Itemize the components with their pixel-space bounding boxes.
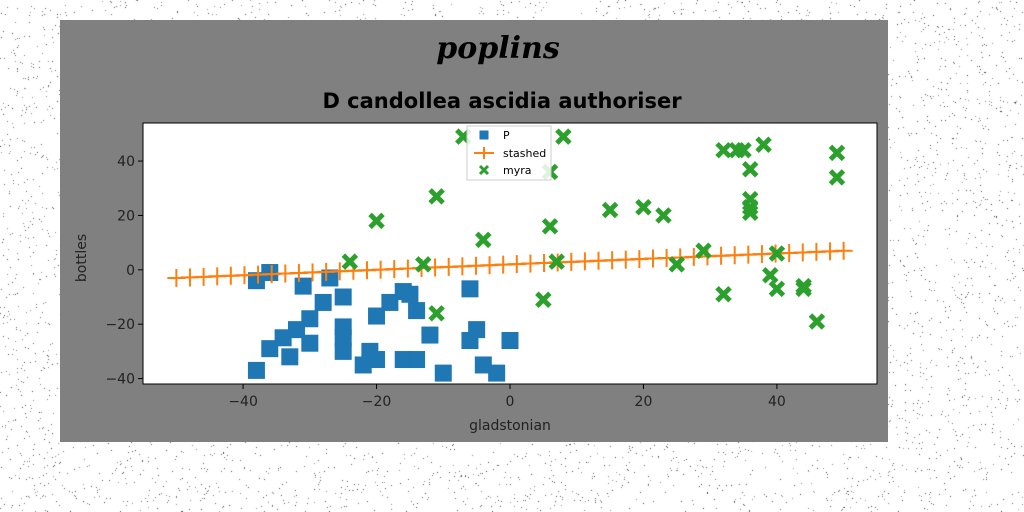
data-point-P bbox=[468, 321, 486, 339]
data-point-P bbox=[334, 342, 352, 360]
legend-symbol-P bbox=[479, 130, 489, 140]
data-point-myra bbox=[548, 253, 565, 270]
legend-marker-myra bbox=[478, 164, 490, 176]
data-point-myra bbox=[475, 231, 492, 249]
data-point-P bbox=[408, 302, 426, 320]
data-point-P bbox=[421, 326, 439, 344]
data-point-P bbox=[408, 351, 426, 369]
y-tick-label: 0 bbox=[126, 263, 135, 279]
x-tick-label: 20 bbox=[635, 394, 653, 410]
data-point-myra bbox=[655, 207, 672, 224]
data-point-P bbox=[314, 293, 332, 311]
legend-symbol-myra bbox=[478, 164, 490, 176]
chart-title: D candollea ascidia authoriser bbox=[322, 89, 682, 113]
data-point-P bbox=[501, 332, 519, 349]
data-point-myra bbox=[755, 136, 772, 153]
legend-label-myra: myra bbox=[503, 164, 532, 177]
data-point-P bbox=[261, 264, 279, 282]
data-point-P bbox=[287, 321, 305, 339]
data-point-P bbox=[247, 272, 265, 290]
data-point-myra bbox=[762, 267, 779, 284]
data-point-myra bbox=[735, 141, 752, 159]
x-axis-label: gladstonian bbox=[469, 418, 551, 434]
data-point-P bbox=[434, 364, 452, 382]
data-point-myra bbox=[415, 256, 432, 273]
data-point-stashed bbox=[834, 241, 853, 260]
data-point-myra bbox=[808, 313, 826, 330]
data-point-P bbox=[334, 288, 352, 306]
y-tick-label: −20 bbox=[105, 317, 135, 333]
x-tick-label: 0 bbox=[506, 394, 515, 410]
y-axis-label: bottles bbox=[74, 234, 90, 282]
data-point-P bbox=[394, 351, 412, 369]
data-point-myra bbox=[541, 218, 559, 235]
x-tick-label: −20 bbox=[362, 394, 392, 410]
data-point-myra bbox=[341, 253, 359, 270]
x-tick-label: −40 bbox=[228, 394, 258, 410]
data-point-myra bbox=[715, 286, 732, 303]
legend-marker-stashed bbox=[478, 147, 490, 159]
data-point-myra bbox=[768, 280, 786, 298]
data-point-P bbox=[474, 356, 492, 374]
data-point-P bbox=[488, 364, 506, 382]
data-point-P bbox=[274, 329, 292, 347]
data-point-myra bbox=[695, 242, 712, 260]
data-point-myra bbox=[635, 199, 652, 216]
data-point-myra bbox=[601, 201, 619, 219]
data-layer bbox=[167, 128, 853, 382]
data-point-myra bbox=[555, 128, 572, 145]
y-tick-label: 20 bbox=[117, 208, 135, 224]
data-point-P bbox=[368, 307, 386, 325]
data-point-myra bbox=[741, 204, 759, 221]
legend-marker-P bbox=[479, 130, 489, 140]
data-point-P bbox=[381, 293, 399, 311]
x-tick-label: 40 bbox=[768, 394, 786, 410]
data-point-P bbox=[281, 348, 299, 366]
data-point-P bbox=[461, 280, 479, 298]
data-point-P bbox=[261, 340, 279, 358]
data-point-myra bbox=[828, 144, 846, 162]
legend-label-stashed: stashed bbox=[503, 147, 546, 160]
data-point-myra bbox=[828, 169, 846, 186]
legend-label-P: P bbox=[503, 129, 510, 142]
data-point-P bbox=[247, 361, 265, 379]
data-point-P bbox=[301, 334, 319, 352]
data-point-P bbox=[401, 285, 419, 303]
data-point-myra bbox=[768, 245, 786, 262]
y-tick-label: −40 bbox=[105, 372, 135, 388]
figure-suptitle: poplins bbox=[436, 31, 560, 66]
series-P bbox=[247, 264, 519, 382]
data-point-P bbox=[334, 329, 352, 347]
data-point-P bbox=[301, 310, 319, 328]
legend: P stashed myra bbox=[466, 125, 552, 181]
y-tick-label: 40 bbox=[117, 154, 135, 170]
y-axis: −40 −20 0 20 40 bbox=[105, 154, 143, 388]
x-axis: −40 −20 0 20 40 bbox=[228, 384, 786, 410]
data-point-P bbox=[368, 351, 386, 369]
data-point-P bbox=[354, 356, 372, 374]
data-point-myra bbox=[715, 141, 732, 159]
data-point-myra bbox=[368, 212, 385, 230]
data-point-myra bbox=[795, 280, 812, 298]
data-point-myra bbox=[741, 160, 759, 178]
data-point-myra bbox=[428, 188, 445, 205]
data-point-P bbox=[294, 277, 312, 295]
data-point-myra bbox=[668, 256, 686, 273]
data-point-myra bbox=[535, 291, 552, 308]
legend-symbol-stashed bbox=[474, 147, 494, 159]
data-point-myra bbox=[428, 305, 445, 322]
